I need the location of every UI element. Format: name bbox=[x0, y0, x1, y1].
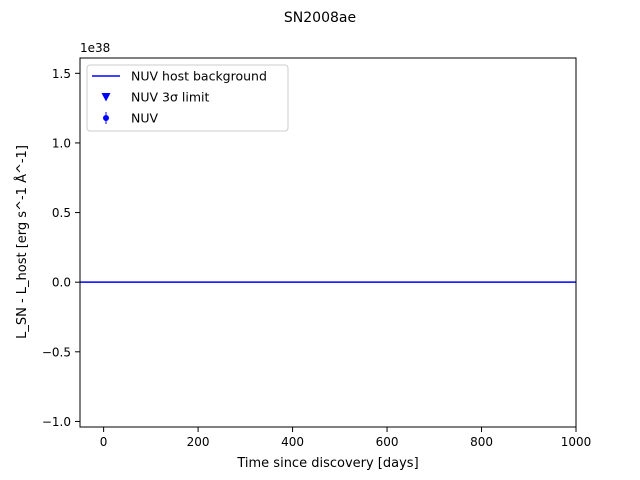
legend-label: NUV host background bbox=[131, 69, 267, 84]
x-tick-label: 600 bbox=[376, 435, 399, 449]
y-tick-label: 0.5 bbox=[52, 206, 71, 220]
x-axis-label: Time since discovery [days] bbox=[236, 456, 418, 471]
x-tick-label: 200 bbox=[187, 435, 210, 449]
legend: NUV host background NUV 3σ limit NUV bbox=[86, 64, 289, 132]
y-tick-label: −1.0 bbox=[42, 415, 71, 429]
axis-ticks: 0 200 400 600 800 1000 −1.0 −0.5 0.0 0.5 1.0 1.5 bbox=[42, 67, 591, 449]
y-tick-label: −0.5 bbox=[42, 345, 71, 359]
y-axis-label: L_SN - L_host [erg s^-1 Å^-1] bbox=[14, 145, 30, 339]
y-tick-label: 0.0 bbox=[52, 276, 71, 290]
legend-label: NUV 3σ limit bbox=[131, 90, 209, 105]
legend-triangle-down-icon bbox=[101, 93, 111, 102]
plot-frame bbox=[79, 57, 577, 428]
y-offset-label: 1e38 bbox=[80, 41, 110, 55]
y-tick-label: 1.5 bbox=[52, 67, 71, 81]
chart-title: SN2008ae bbox=[284, 10, 356, 26]
x-tick-label: 1000 bbox=[561, 435, 592, 449]
legend-box bbox=[86, 64, 289, 132]
legend-label: NUV bbox=[131, 111, 158, 126]
x-tick-label: 0 bbox=[100, 435, 108, 449]
x-tick-label: 800 bbox=[470, 435, 493, 449]
x-tick-label: 400 bbox=[281, 435, 304, 449]
y-tick-label: 1.0 bbox=[52, 136, 71, 150]
legend-point-icon bbox=[103, 115, 109, 121]
